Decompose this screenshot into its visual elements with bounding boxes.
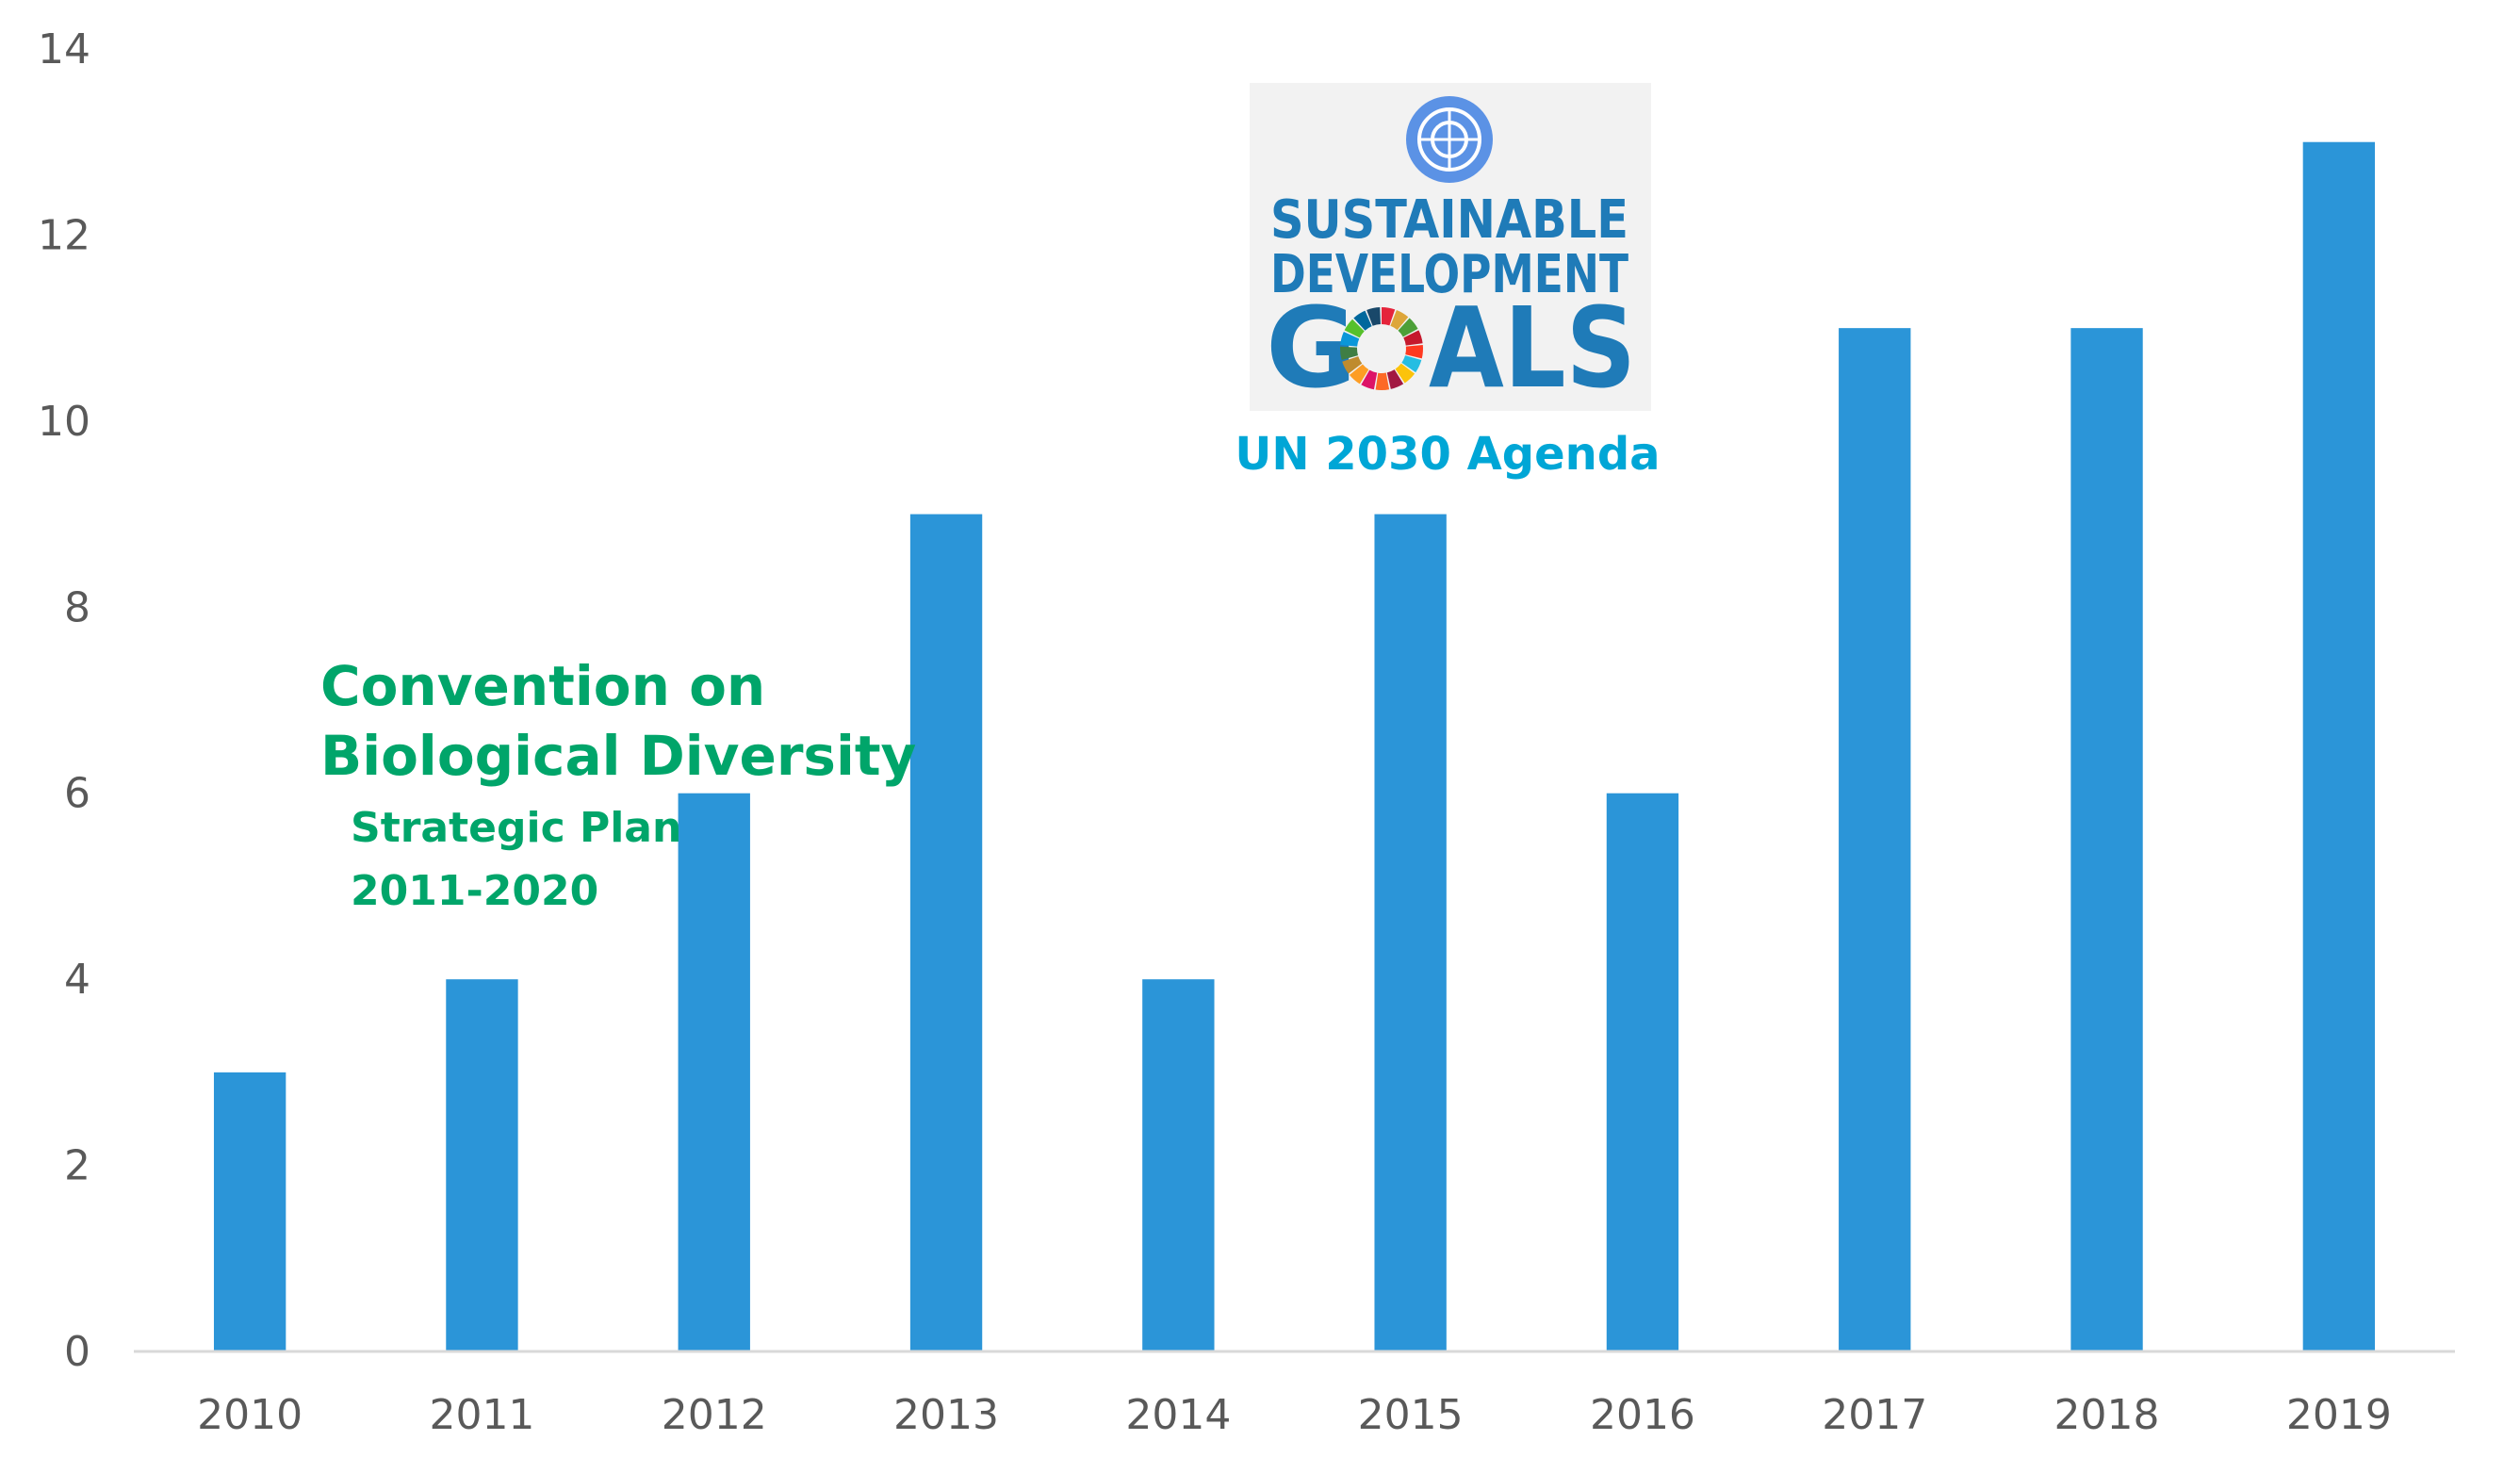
bar-2018 [2070,328,2143,1352]
y-tick-label: 6 [64,770,90,818]
x-tick-label: 2011 [429,1391,534,1439]
y-tick-label: 14 [38,25,90,74]
y-tick-label: 0 [64,1328,90,1376]
bar-2016 [1606,793,1679,1351]
sdg-logo-line1: SUSTAINABLE [1270,189,1628,251]
bar-2011 [446,979,518,1351]
bar-2015 [1374,514,1447,1351]
sdg-wheel-segment [1340,331,1360,347]
sdg-wheel-segment [1382,307,1396,326]
x-tick-label: 2017 [1822,1391,1927,1439]
cbd-title-line1: Convention on [320,654,765,718]
sdg-wheel-segment [1375,372,1390,390]
sdg-wheel-segment [1398,318,1418,337]
sdg-color-wheel-icon [1340,307,1423,390]
sdg-logo: SUSTAINABLE DEVELOPMENT G ALS UN 2030 Ag… [1235,83,1661,481]
sdg-wheel-segment [1349,364,1369,385]
sdg-wheel-segment [1342,356,1363,374]
sdg-wheel-segment [1386,369,1404,389]
sdg-wheel-segment [1401,355,1422,373]
x-tick-label: 2018 [2054,1391,2160,1439]
sdg-wheel-segment [1403,330,1423,346]
sdg-wheel-segment [1340,346,1358,361]
x-tick-label: 2012 [662,1391,767,1439]
y-tick-label: 8 [64,583,90,631]
x-tick-label: 2014 [1125,1391,1231,1439]
un-emblem-icon [1406,96,1493,183]
sdg-logo-line2: DEVELOPMENT [1270,244,1628,305]
sdg-wheel-segment [1353,310,1372,331]
bars-group [213,141,2376,1352]
bar-2019 [2302,141,2376,1352]
x-tick-label: 2013 [893,1391,999,1439]
y-tick-label: 4 [64,956,90,1004]
bar-2014 [1142,979,1215,1351]
y-tick-label: 12 [38,211,90,259]
cbd-subtitle-line1: Strategic Plan [351,804,681,852]
y-tick-label: 10 [38,398,90,446]
cbd-annotation: Convention on Biological Diversity Strat… [320,654,916,915]
sdg-wheel-segment [1361,369,1378,390]
sdg-wheel-segment [1390,309,1409,331]
x-tick-label: 2015 [1358,1391,1464,1439]
sdg-logo-goals-rest: ALS [1429,283,1636,413]
x-tick-label: 2019 [2286,1391,2392,1439]
x-tick-label: 2016 [1590,1391,1695,1439]
y-axis-ticks: 0 2 4 6 8 10 12 14 [38,25,90,1376]
cbd-subtitle-line2: 2011-2020 [351,867,598,915]
sdg-wheel-segment [1395,363,1415,384]
bar-2017 [1839,328,1911,1352]
cbd-title-line2: Biological Diversity [320,724,916,788]
x-axis-ticks: 2010 2011 2012 2013 2014 2015 2016 2017 2018 2019 [197,1391,2392,1439]
bar-2013 [909,514,983,1351]
sdg-wheel-segment [1366,307,1381,326]
x-tick-label: 2010 [197,1391,303,1439]
sdg-caption: UN 2030 Agenda [1235,428,1660,481]
sdg-wheel-segment [1344,319,1365,338]
bar-2010 [213,1072,286,1351]
sdg-wheel-segment [1405,344,1423,359]
bar-2012 [678,793,750,1351]
y-tick-label: 2 [64,1142,90,1190]
